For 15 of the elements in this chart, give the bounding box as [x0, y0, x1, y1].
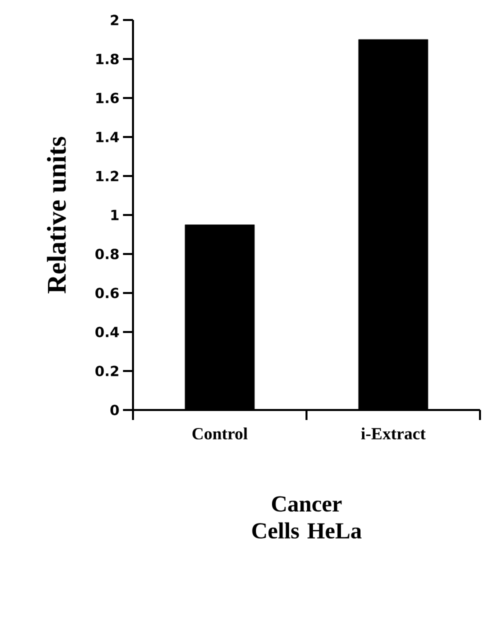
- x-axis-title: Cancer Cells HeLa: [252, 496, 362, 539]
- y-tick-label: 1: [111, 210, 119, 220]
- y-tick-label: 1.4: [96, 132, 119, 142]
- y-tick-label: 1.2: [96, 170, 118, 182]
- y-tick-label: 0.2: [95, 366, 118, 376]
- y-tick-label: 1.6: [96, 92, 119, 104]
- x-tick-label: Control: [192, 428, 248, 440]
- y-axis-title: Relative units: [46, 136, 66, 294]
- x-tick-label: i-Extract: [361, 428, 426, 440]
- y-tick-label: 0: [110, 404, 119, 416]
- y-tick-label: 0.8: [95, 248, 119, 260]
- y-tick-label: 1.8: [96, 54, 119, 64]
- y-tick-label: 0.4: [95, 326, 119, 338]
- y-tick-label: 0.6: [95, 288, 119, 298]
- y-tick-label: 2: [110, 14, 118, 26]
